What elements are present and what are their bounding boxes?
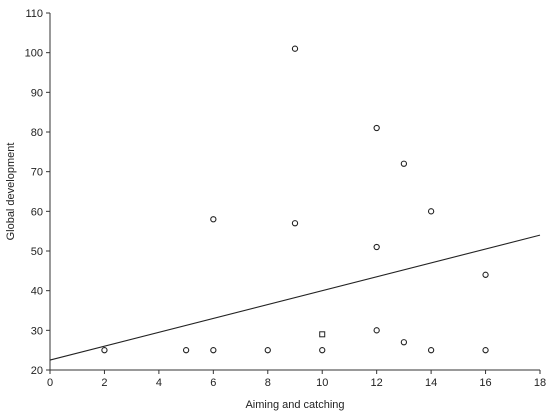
y-tick-label: 20 <box>31 365 43 377</box>
data-point <box>427 347 435 354</box>
data-point <box>210 347 217 354</box>
x-tick-label: 18 <box>534 377 546 389</box>
y-tick-label: 90 <box>31 87 43 99</box>
y-tick-label: 70 <box>31 167 43 179</box>
y-tick-label: 50 <box>31 246 43 258</box>
x-tick-label: 16 <box>479 377 491 389</box>
y-tick-label: 30 <box>31 325 43 337</box>
y-tick-label: 100 <box>25 48 43 60</box>
axes: 0 2 4 6 8 10 12 14 16 18 20 30 40 50 60 70 80 90 100 110 <box>25 8 546 389</box>
data-point <box>210 216 217 223</box>
x-axis-label: Aiming and catching <box>245 399 344 411</box>
data-point <box>373 124 380 132</box>
x-tick-label: 12 <box>371 377 383 389</box>
y-tick-label: 60 <box>31 206 43 218</box>
data-point <box>427 208 435 215</box>
x-tick-label: 2 <box>101 377 107 389</box>
regression-line-group <box>49 234 541 361</box>
x-tick-label: 8 <box>265 377 271 389</box>
y-tick-label: 110 <box>25 8 43 20</box>
x-tick-label: 10 <box>316 377 328 389</box>
data-point <box>400 339 408 346</box>
y-tick-label: 80 <box>31 127 43 139</box>
data-point <box>400 160 408 167</box>
data-point <box>264 347 271 354</box>
data-point <box>373 327 380 334</box>
x-tick-label: 0 <box>47 377 53 389</box>
x-tick-label: 6 <box>210 377 216 389</box>
x-tick-label: 14 <box>425 377 437 389</box>
y-axis-label: Global development <box>5 143 17 241</box>
y-tick-label: 40 <box>31 286 43 298</box>
data-point <box>101 347 108 354</box>
x-tick-label: 4 <box>156 377 162 389</box>
data-point <box>319 331 326 338</box>
data-points <box>101 45 489 354</box>
data-point <box>182 347 190 354</box>
data-point <box>482 347 489 354</box>
data-point <box>319 347 326 354</box>
data-point <box>291 45 299 52</box>
data-point <box>291 220 299 227</box>
data-point <box>373 243 380 251</box>
regression-line <box>49 234 541 361</box>
data-point <box>482 271 489 278</box>
